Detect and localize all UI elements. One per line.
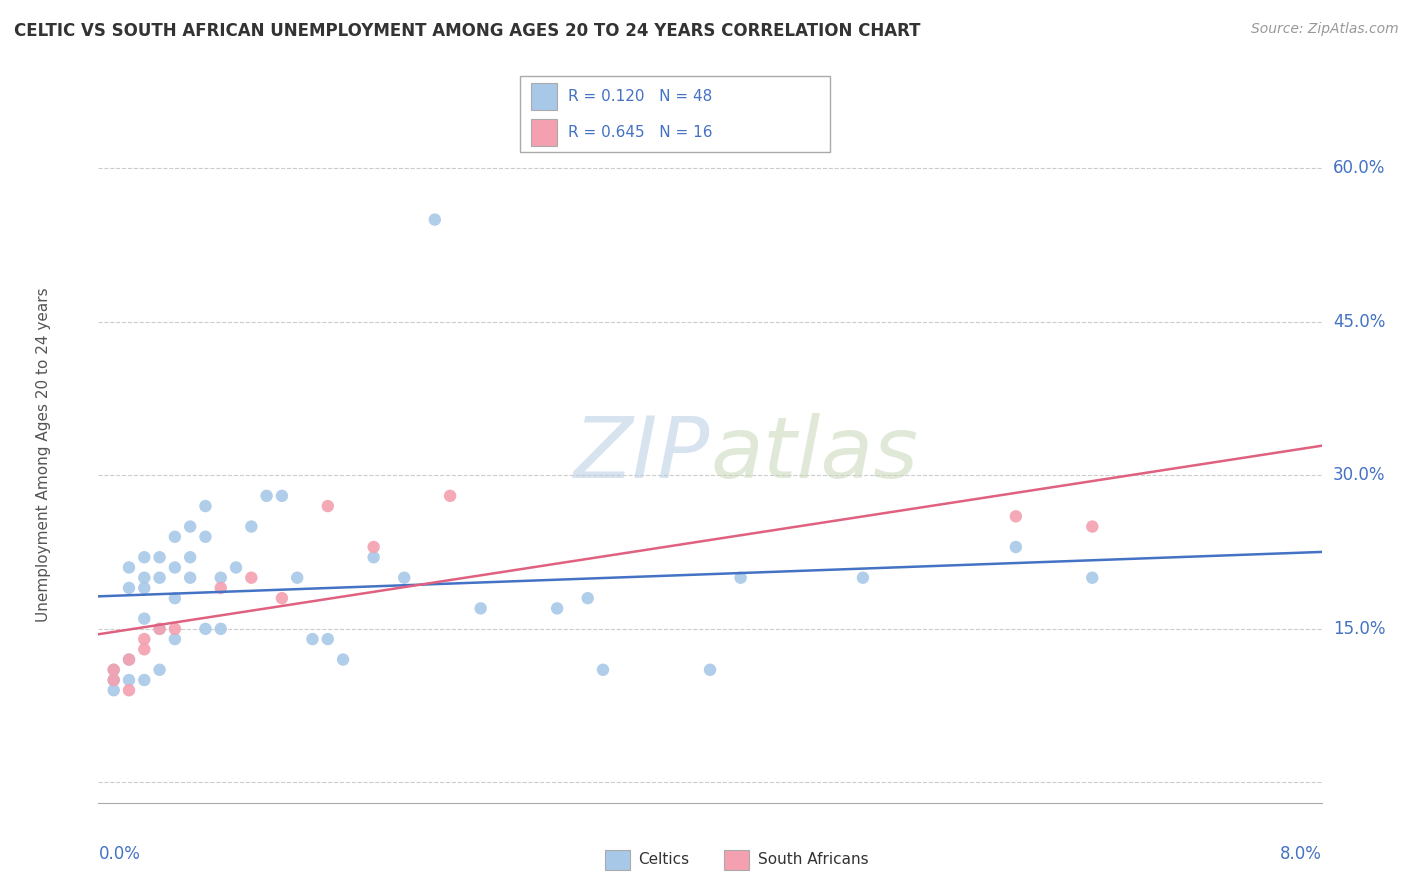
Point <box>149 550 172 565</box>
Text: R = 0.645   N = 16: R = 0.645 N = 16 <box>568 125 713 140</box>
Point <box>118 673 141 687</box>
Point <box>103 673 125 687</box>
Point <box>316 632 339 646</box>
Point <box>134 571 156 585</box>
Point <box>163 560 186 574</box>
Text: atlas: atlas <box>710 413 918 497</box>
Text: ZIP: ZIP <box>574 413 710 497</box>
Point <box>149 622 172 636</box>
Point <box>194 622 217 636</box>
Point <box>392 571 416 585</box>
Point <box>546 601 568 615</box>
Point <box>1081 519 1104 533</box>
Point <box>852 571 875 585</box>
Point <box>149 622 172 636</box>
Point <box>163 591 186 606</box>
Point <box>149 571 172 585</box>
Point <box>103 683 125 698</box>
Point <box>163 622 186 636</box>
Point <box>209 581 232 595</box>
Point <box>240 571 263 585</box>
Point <box>301 632 323 646</box>
Point <box>134 612 156 626</box>
Point <box>134 550 156 565</box>
Point <box>576 591 599 606</box>
Point <box>134 581 156 595</box>
Point <box>470 601 492 615</box>
Point <box>240 519 263 533</box>
Point <box>332 652 354 666</box>
Point <box>179 571 201 585</box>
Point <box>179 550 201 565</box>
Point <box>730 571 752 585</box>
Point <box>103 663 125 677</box>
Text: South Africans: South Africans <box>758 853 869 867</box>
Text: 45.0%: 45.0% <box>1333 313 1385 331</box>
Point <box>194 530 217 544</box>
Point <box>592 663 614 677</box>
Point <box>1081 571 1104 585</box>
Point <box>699 663 721 677</box>
Point <box>179 519 201 533</box>
Point <box>1004 509 1026 524</box>
Text: 0.0%: 0.0% <box>98 845 141 863</box>
Point <box>270 489 294 503</box>
Point <box>163 530 186 544</box>
Text: Celtics: Celtics <box>638 853 689 867</box>
Point <box>270 591 294 606</box>
Point <box>149 663 172 677</box>
Point <box>363 540 385 554</box>
Point <box>118 581 141 595</box>
Text: 60.0%: 60.0% <box>1333 160 1385 178</box>
Point <box>225 560 247 574</box>
Point <box>118 652 141 666</box>
Point <box>256 489 278 503</box>
Text: 8.0%: 8.0% <box>1279 845 1322 863</box>
Point <box>209 571 232 585</box>
Point <box>439 489 461 503</box>
Point <box>363 550 385 565</box>
Point <box>134 632 156 646</box>
Point <box>118 652 141 666</box>
Text: Unemployment Among Ages 20 to 24 years: Unemployment Among Ages 20 to 24 years <box>37 287 51 623</box>
Text: R = 0.120   N = 48: R = 0.120 N = 48 <box>568 89 713 104</box>
Text: 15.0%: 15.0% <box>1333 620 1385 638</box>
Text: CELTIC VS SOUTH AFRICAN UNEMPLOYMENT AMONG AGES 20 TO 24 YEARS CORRELATION CHART: CELTIC VS SOUTH AFRICAN UNEMPLOYMENT AMO… <box>14 22 921 40</box>
Point <box>209 622 232 636</box>
Text: Source: ZipAtlas.com: Source: ZipAtlas.com <box>1251 22 1399 37</box>
Point <box>134 673 156 687</box>
Point <box>134 642 156 657</box>
Point <box>194 499 217 513</box>
Point <box>316 499 339 513</box>
Point <box>1004 540 1026 554</box>
Point <box>285 571 308 585</box>
Text: 30.0%: 30.0% <box>1333 467 1385 484</box>
Point <box>118 560 141 574</box>
Point <box>103 663 125 677</box>
Point <box>163 632 186 646</box>
Point <box>118 683 141 698</box>
Point <box>103 673 125 687</box>
Point <box>423 212 446 227</box>
